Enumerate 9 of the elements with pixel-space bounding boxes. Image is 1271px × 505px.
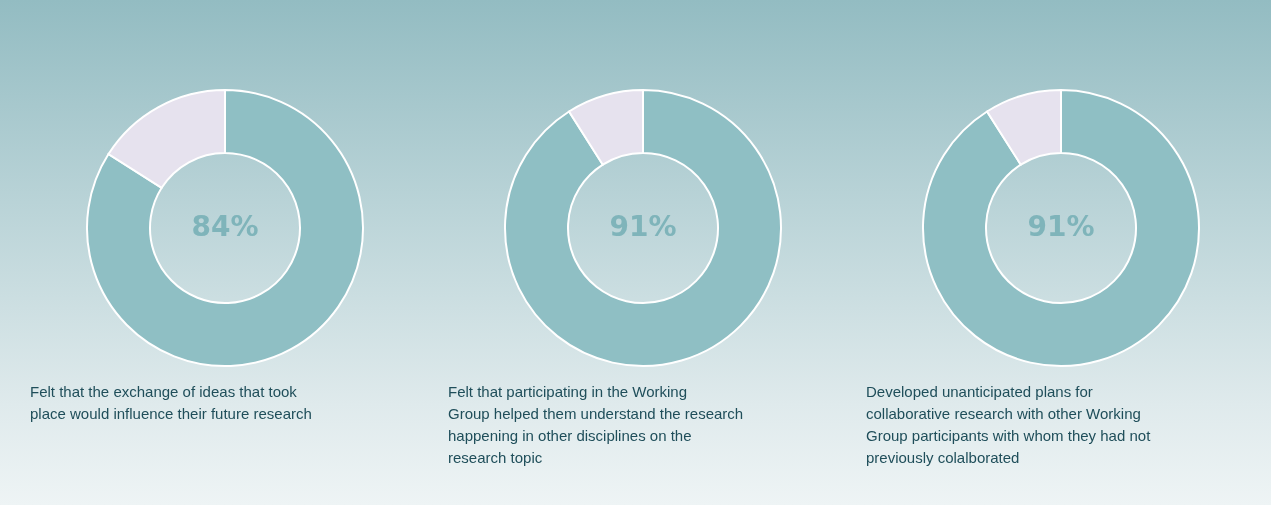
text: Developed unanticipated plans for collaborative research with other Working Group participants with whom they had not previously colalborated bbox=[866, 383, 1152, 466]
text: Felt that the exchange of ideas that took place would influence their future research bbox=[30, 383, 312, 422]
data-label: 84% bbox=[191, 210, 259, 243]
data-label: 91% bbox=[1027, 210, 1095, 243]
donut-slice bbox=[922, 89, 1200, 367]
donut-slice bbox=[504, 89, 782, 367]
text: Felt that participating in the Working Group helped them understand the research happening in other disciplines on the research topic bbox=[448, 383, 744, 466]
donut-slice bbox=[86, 89, 364, 367]
data-label: 91% bbox=[609, 210, 677, 243]
